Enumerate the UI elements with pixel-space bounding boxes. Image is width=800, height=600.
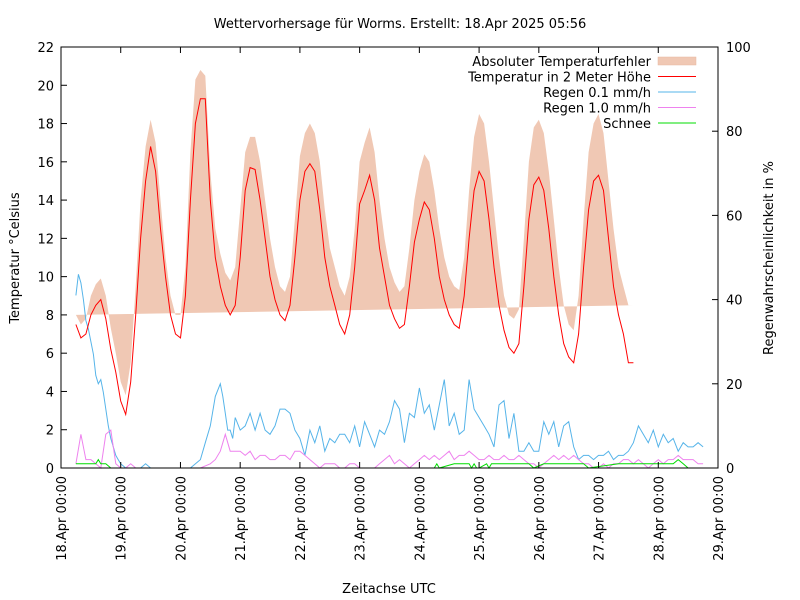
y2-tick-label: 0: [726, 462, 734, 477]
x-axis-label: Zeitachse UTC: [342, 582, 436, 597]
x-tick-label: 21.Apr 00:00: [234, 476, 249, 561]
plot-border: [60, 46, 719, 469]
y2-axis-label: Regenwahrscheinlichkeit in %: [762, 161, 777, 355]
y-tick-label: 16: [37, 156, 54, 171]
x-tick-label: 23.Apr 00:00: [354, 476, 369, 561]
y-tick-label: 4: [46, 385, 54, 400]
x-tick-label: 24.Apr 00:00: [413, 476, 428, 561]
y2-tick-label: 40: [726, 294, 743, 309]
y-tick-label: 10: [37, 271, 54, 286]
temperature-line: [75, 98, 634, 417]
x-tick-label: 18.Apr 00:00: [55, 476, 70, 561]
legend-label: Temperatur in 2 Meter Höhe: [467, 71, 651, 86]
y2-axis-ticks: 0 20 40 60 80 100: [712, 41, 751, 477]
y-tick-label: 2: [46, 424, 54, 439]
y2-tick-label: 80: [726, 125, 743, 140]
rain-1.0-line: [75, 429, 704, 469]
chart-title: Wettervorhersage für Worms. Erstellt: 18…: [214, 17, 587, 32]
y-tick-label: 6: [46, 347, 54, 362]
x-tick-label: 25.Apr 00:00: [473, 476, 488, 561]
legend-label: Regen 0.1 mm/h: [543, 86, 651, 101]
snow-line: [75, 458, 704, 469]
x-tick-label: 19.Apr 00:00: [115, 476, 130, 561]
x-tick-label: 22.Apr 00:00: [294, 476, 309, 561]
temperature-error-band-layer: [75, 70, 634, 396]
x-tick-label: 28.Apr 00:00: [652, 476, 667, 561]
legend-label: Schnee: [603, 117, 651, 132]
y-tick-label: 20: [37, 79, 54, 94]
y-tick-label: 18: [37, 118, 54, 133]
legend-label: Absoluter Temperaturfehler: [472, 55, 651, 70]
y2-tick-label: 100: [726, 41, 751, 56]
y-axis-ticks: 0 2 4 6 8 10 12 14 16 18 20 22: [37, 41, 67, 477]
rain-0.1-line: [75, 274, 704, 469]
x-axis-ticks: 18.Apr 00:00 19.Apr 00:00 20.Apr 00:00 21.A…: [55, 47, 727, 561]
y-tick-label: 12: [37, 232, 54, 247]
y2-tick-label: 60: [726, 209, 743, 224]
y-tick-label: 22: [37, 41, 54, 56]
y-tick-label: 8: [46, 309, 54, 324]
y2-tick-label: 20: [726, 378, 743, 393]
legend-label: Regen 1.0 mm/h: [543, 102, 651, 117]
x-tick-label: 27.Apr 00:00: [593, 476, 608, 561]
legend-swatch-band: [657, 56, 697, 66]
y-tick-label: 0: [46, 462, 54, 477]
x-tick-label: 29.Apr 00:00: [712, 476, 727, 561]
temperature-error-band: [75, 70, 634, 396]
x-tick-label: 26.Apr 00:00: [533, 476, 548, 561]
x-tick-label: 20.Apr 00:00: [174, 476, 189, 561]
y-axis-label: Temperatur °Celsius: [8, 192, 23, 325]
y-tick-label: 14: [37, 194, 54, 209]
